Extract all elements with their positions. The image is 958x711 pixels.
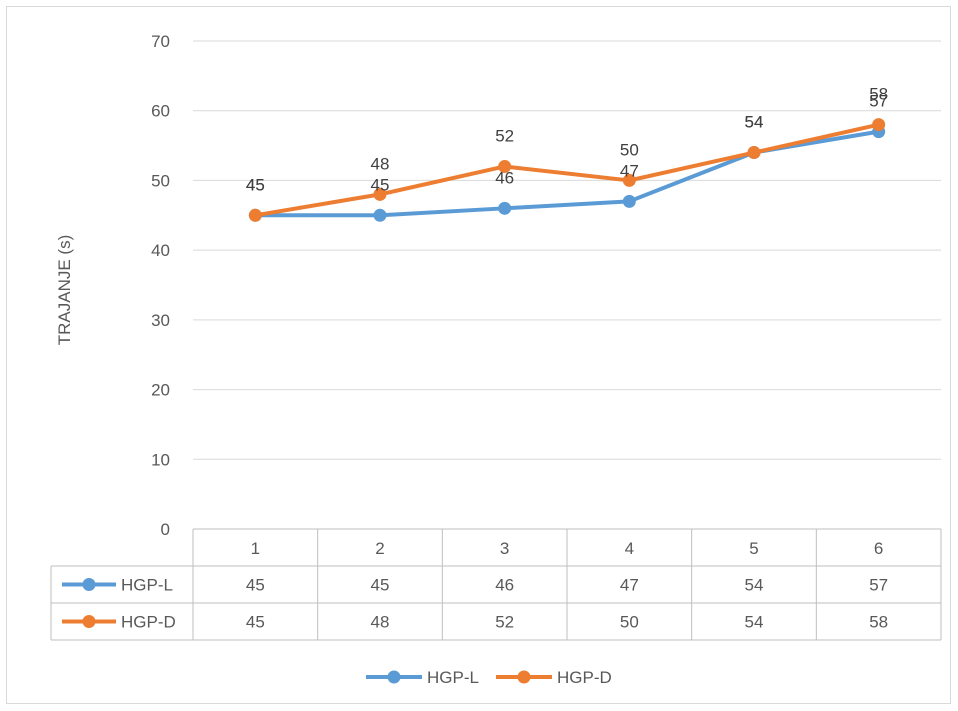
series-line-hgp-d bbox=[253, 122, 881, 218]
data-label: 58 bbox=[869, 85, 888, 104]
x-tick-label: 2 bbox=[375, 539, 384, 558]
y-tick-label: 70 bbox=[151, 32, 170, 51]
y-tick-label: 40 bbox=[151, 241, 170, 260]
x-tick-label: 3 bbox=[500, 539, 509, 558]
table-cell: 46 bbox=[495, 576, 514, 595]
data-label: 50 bbox=[620, 140, 639, 159]
data-label: 57 bbox=[869, 92, 888, 111]
series-lines bbox=[248, 118, 886, 222]
y-tick-label: 20 bbox=[151, 381, 170, 400]
table-cell: 45 bbox=[246, 576, 265, 595]
x-tick-label: 1 bbox=[251, 539, 260, 558]
data-point bbox=[373, 208, 387, 222]
chart-area bbox=[6, 6, 951, 704]
data-label: 48 bbox=[371, 154, 390, 173]
y-axis-ticks: 0 10 20 30 40 50 60 70 bbox=[151, 32, 170, 539]
data-point bbox=[622, 194, 636, 208]
data-label: 45 bbox=[246, 175, 265, 194]
table-cell: 45 bbox=[246, 613, 265, 632]
gridlines bbox=[193, 40, 941, 460]
data-label: 45 bbox=[371, 175, 390, 194]
data-point bbox=[872, 118, 886, 132]
table-cell: 58 bbox=[869, 613, 888, 632]
y-tick-label: 10 bbox=[151, 450, 170, 469]
data-point bbox=[248, 208, 262, 222]
data-point bbox=[498, 159, 512, 173]
table-cell: 54 bbox=[745, 576, 764, 595]
table-legend-marker bbox=[82, 578, 96, 591]
data-point bbox=[373, 187, 387, 201]
x-tick-label: 5 bbox=[749, 539, 758, 558]
legend-label: HGP-D bbox=[557, 668, 612, 687]
table-series-name: HGP-L bbox=[121, 576, 173, 595]
y-tick-label: 50 bbox=[151, 171, 170, 190]
legend-marker bbox=[387, 670, 401, 684]
data-label: 52 bbox=[495, 126, 514, 145]
legend-marker bbox=[517, 670, 531, 684]
table-series-name: HGP-D bbox=[121, 613, 176, 632]
y-tick-label: 30 bbox=[151, 311, 170, 330]
x-tick-label: 4 bbox=[625, 539, 634, 558]
table-cell: 54 bbox=[745, 613, 764, 632]
table-cell: 47 bbox=[620, 576, 639, 595]
data-label: 46 bbox=[495, 168, 514, 187]
table-cell: 48 bbox=[371, 613, 390, 632]
table-legend-marker bbox=[82, 615, 96, 628]
table-cell: 50 bbox=[620, 613, 639, 632]
data-point bbox=[747, 146, 761, 160]
table-cell: 57 bbox=[869, 576, 888, 595]
data-label: 47 bbox=[620, 161, 639, 180]
data-point bbox=[622, 173, 636, 187]
legend: HGP-L HGP-D bbox=[366, 668, 612, 687]
data-point bbox=[498, 201, 512, 215]
y-axis-label: TRAJANJE (s) bbox=[55, 235, 74, 346]
table-cell: 52 bbox=[495, 613, 514, 632]
x-tick-label: 6 bbox=[874, 539, 883, 558]
y-tick-label: 60 bbox=[151, 102, 170, 121]
data-label: 54 bbox=[745, 113, 764, 132]
data-label: 54 bbox=[745, 113, 764, 132]
legend-label: HGP-L bbox=[427, 668, 479, 687]
table-cell: 45 bbox=[371, 576, 390, 595]
data-label: 45 bbox=[246, 175, 265, 194]
y-tick-label: 0 bbox=[161, 520, 170, 539]
